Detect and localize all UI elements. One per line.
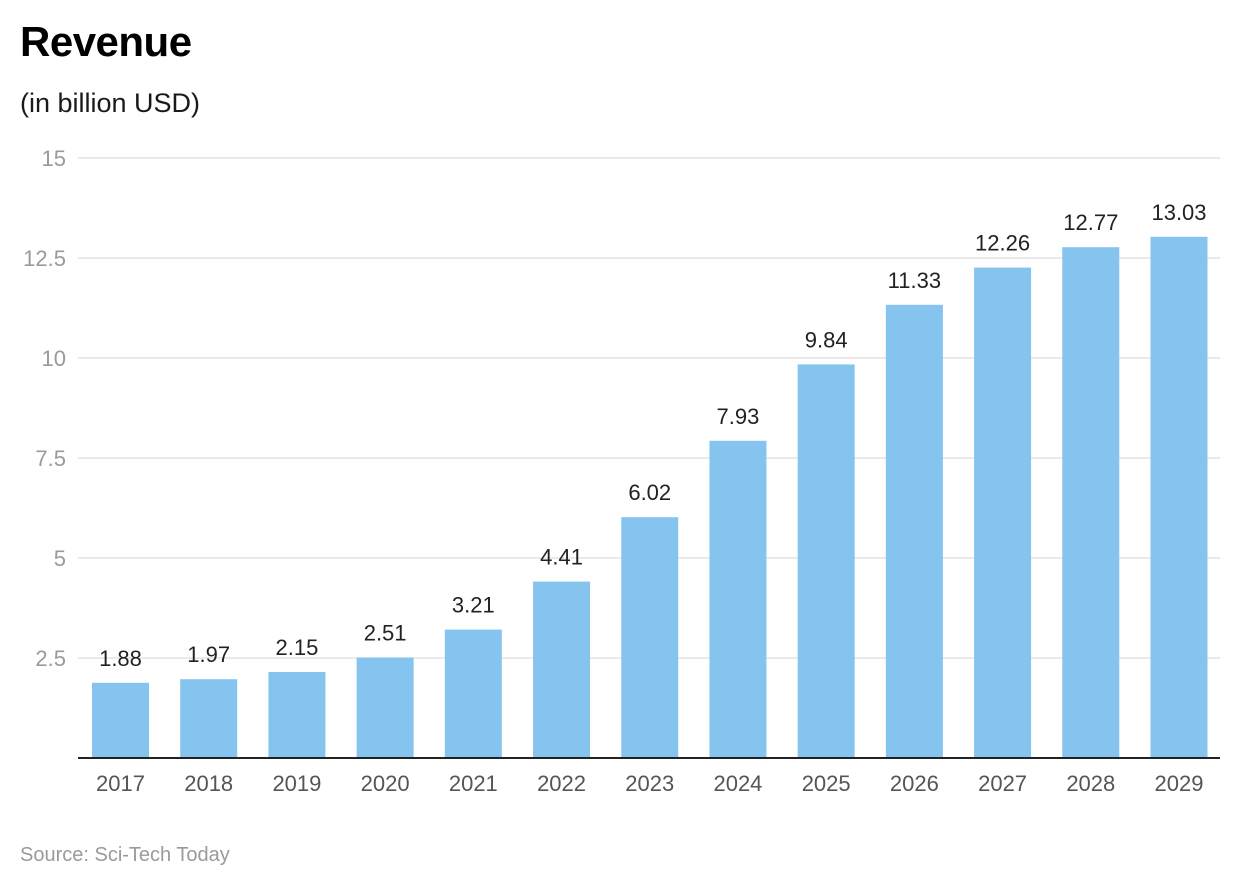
bar-2018 (180, 679, 238, 758)
x-tick-label-2027: 2027 (978, 771, 1027, 796)
bar-2027 (974, 267, 1032, 758)
y-axis-ticks: 2.5 5 7.5 10 12.5 15 (23, 146, 66, 671)
x-tick-label-2028: 2028 (1066, 771, 1115, 796)
x-tick-label-2023: 2023 (625, 771, 674, 796)
x-tick-label-2020: 2020 (361, 771, 410, 796)
chart-subtitle: (in billion USD) (20, 88, 201, 118)
chart-title: Revenue (20, 18, 192, 65)
data-label-2026: 11.33 (888, 268, 941, 293)
x-tick-label-2026: 2026 (890, 771, 939, 796)
bar-2025 (797, 364, 855, 758)
y-tick-label: 10 (42, 346, 66, 371)
bars (92, 236, 1208, 759)
source-note: Source: Sci-Tech Today (20, 844, 230, 866)
y-tick-label: 2.5 (35, 646, 66, 671)
bar-2026 (885, 304, 943, 758)
bar-2020 (356, 657, 414, 758)
data-label-2027: 12.26 (975, 231, 1030, 256)
data-label-2021: 3.21 (452, 593, 495, 618)
bar-2019 (268, 672, 326, 758)
data-label-2024: 7.93 (717, 404, 760, 429)
bar-2023 (621, 517, 679, 758)
bar-2029 (1150, 236, 1208, 759)
data-label-2029: 13.03 (1151, 200, 1206, 225)
data-label-2020: 2.51 (364, 621, 407, 646)
x-tick-label-2019: 2019 (272, 771, 321, 796)
bar-2017 (92, 682, 149, 758)
y-tick-label: 7.5 (35, 446, 66, 471)
x-tick-label-2029: 2029 (1155, 771, 1204, 796)
data-label-2023: 6.02 (628, 480, 671, 505)
data-label-2028: 12.77 (1063, 210, 1118, 235)
data-label-2025: 9.84 (805, 327, 848, 352)
y-tick-label: 15 (42, 146, 66, 171)
x-tick-label-2018: 2018 (184, 771, 233, 796)
data-label-2022: 4.41 (540, 545, 583, 570)
bar-2024 (709, 440, 767, 758)
data-label-2018: 1.97 (187, 642, 230, 667)
data-label-2017: 1.88 (99, 646, 142, 671)
x-tick-label-2017: 2017 (96, 771, 145, 796)
y-tick-label: 12.5 (23, 246, 66, 271)
bar-2028 (1062, 247, 1120, 758)
y-tick-label: 5 (54, 546, 66, 571)
x-tick-label-2025: 2025 (802, 771, 851, 796)
x-tick-label-2022: 2022 (537, 771, 586, 796)
bar-2022 (533, 581, 591, 758)
bar-2021 (444, 629, 502, 758)
x-axis-ticks: 2017 2018 2019 2020 2021 2022 2023 2024 2025 2026… (96, 771, 1203, 796)
x-tick-label-2024: 2024 (713, 771, 762, 796)
data-label-2019: 2.15 (276, 635, 319, 660)
data-labels: 1.88 1.97 2.15 2.51 3.21 4.41 6.02 7.93 9.84 11.3… (99, 200, 1206, 671)
x-tick-label-2021: 2021 (449, 771, 498, 796)
